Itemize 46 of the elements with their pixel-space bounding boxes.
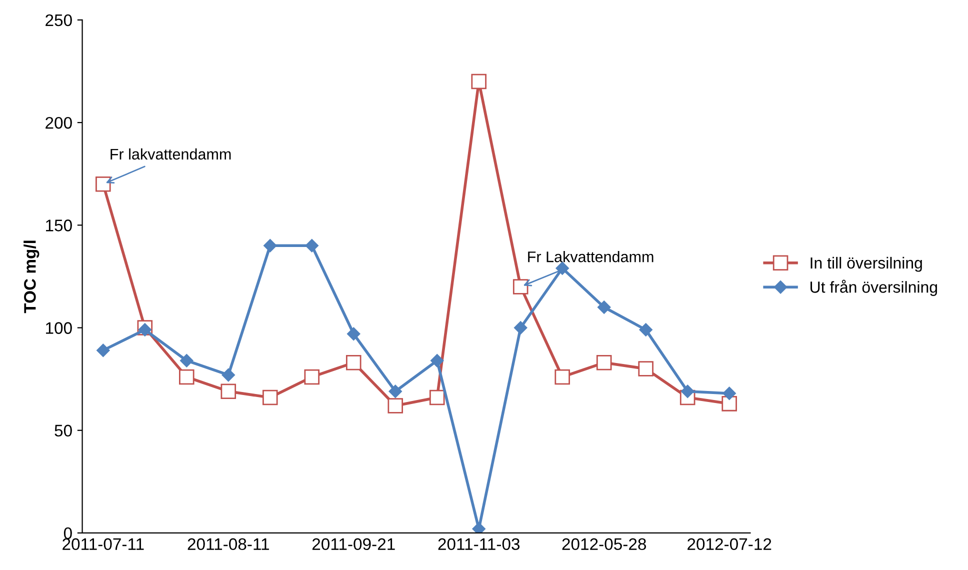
legend-label: Ut från översilning — [810, 280, 937, 296]
point — [554, 369, 570, 385]
y-tick-label: 250 — [46, 14, 72, 26]
point — [429, 390, 445, 406]
point — [305, 239, 318, 252]
point — [471, 74, 486, 90]
point — [638, 361, 654, 376]
point — [514, 321, 528, 334]
point — [722, 396, 737, 412]
y-tick-label: 50 — [54, 424, 72, 437]
point — [180, 354, 194, 368]
annotation: Fr Lakvattendamm — [528, 251, 654, 262]
point — [722, 386, 736, 400]
point — [430, 354, 444, 368]
x-tick-label: 2011-08-11 — [188, 538, 269, 550]
y-tick-label: 200 — [46, 116, 72, 129]
point — [388, 398, 404, 414]
legend-label: In till översilning — [810, 256, 922, 272]
y-tick-label: 100 — [46, 322, 72, 334]
x-tick-label: 2012-07-12 — [688, 538, 772, 550]
point — [96, 176, 111, 192]
y-tick-label: 0 — [64, 527, 72, 540]
point — [598, 300, 611, 314]
point — [262, 390, 278, 406]
point — [596, 354, 612, 370]
point — [512, 279, 528, 294]
point — [680, 384, 694, 398]
point — [304, 369, 320, 385]
y-axis-title: TOC mg/l — [24, 240, 40, 314]
x-tick-label: 2011-11-03 — [438, 538, 520, 550]
y-tick-label: 150 — [46, 220, 72, 232]
point — [347, 327, 360, 340]
point — [346, 354, 362, 370]
point — [639, 323, 652, 336]
x-tick-label: 2012-05-28 — [562, 538, 646, 550]
point — [96, 344, 110, 357]
point — [472, 522, 486, 533]
x-tick-label: 2011-09-21 — [312, 538, 395, 550]
point — [138, 323, 152, 336]
point — [179, 369, 194, 385]
x-tick-label: 2011-07-11 — [62, 538, 144, 550]
point — [264, 239, 277, 252]
annotation: Fr lakvattendamm — [110, 148, 231, 160]
point — [388, 384, 402, 398]
point — [222, 368, 235, 382]
point — [220, 384, 236, 399]
